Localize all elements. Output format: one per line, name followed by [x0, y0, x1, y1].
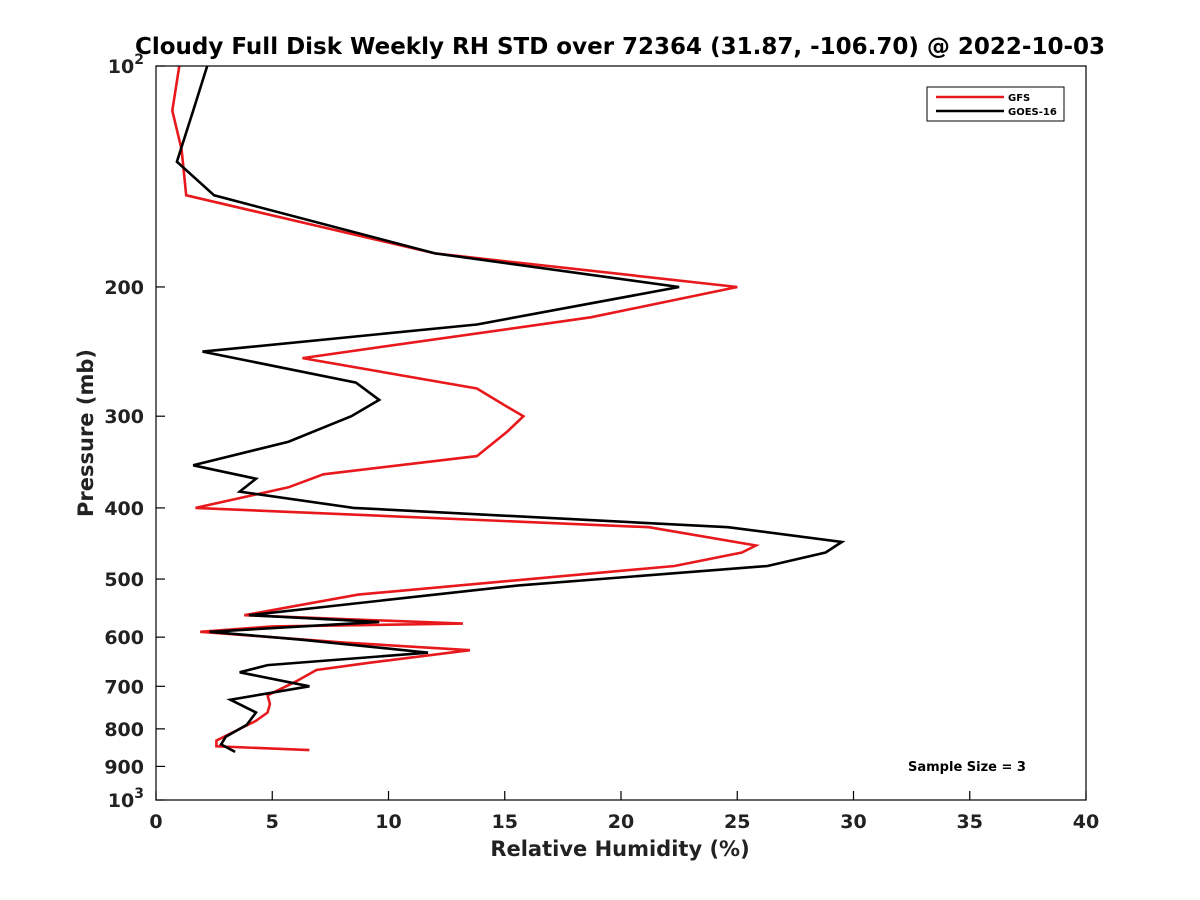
series-line-goes-16	[175, 65, 846, 754]
x-axis-ticks: 0 5 10 15 20 25 30 35 40	[149, 791, 1099, 833]
x-tick-label: 25	[724, 811, 750, 833]
y-tick-label: 200	[104, 277, 144, 299]
y-tick-label: 700	[104, 676, 144, 698]
legend: GFS GOES-16	[926, 86, 1065, 122]
x-tick-label: 0	[149, 811, 162, 833]
sample-size-annotation: Sample Size = 3	[908, 760, 1026, 775]
y-axis-ticks: 102 200 300 400 500 600 700 800 900 103	[104, 52, 165, 812]
y-tick-label: 400	[104, 498, 144, 520]
x-tick-label: 40	[1073, 811, 1099, 833]
y-tick-label: 500	[104, 569, 144, 591]
chart-title: Cloudy Full Disk Weekly RH STD over 7236…	[135, 34, 1105, 60]
legend-box	[926, 86, 1065, 122]
y-tick-label: 103	[108, 786, 144, 812]
y-tick-label: 300	[104, 406, 144, 428]
x-tick-label: 10	[375, 811, 401, 833]
y-tick-label: 800	[104, 719, 144, 741]
series-line-gfs	[170, 65, 761, 752]
x-tick-label: 35	[957, 811, 983, 833]
legend-label: GFS	[1008, 93, 1030, 104]
y-axis-label: Pressure (mb)	[74, 349, 98, 517]
x-tick-label: 15	[492, 811, 518, 833]
y-tick-label: 900	[104, 756, 144, 778]
legend-label: GOES-16	[1008, 107, 1057, 118]
x-axis-label: Relative Humidity (%)	[490, 837, 749, 861]
x-tick-label: 20	[608, 811, 634, 833]
x-tick-label: 5	[266, 811, 279, 833]
y-tick-label: 600	[104, 627, 144, 649]
y-tick-label: 102	[108, 52, 144, 78]
x-tick-label: 30	[840, 811, 866, 833]
series-layer	[170, 65, 846, 754]
